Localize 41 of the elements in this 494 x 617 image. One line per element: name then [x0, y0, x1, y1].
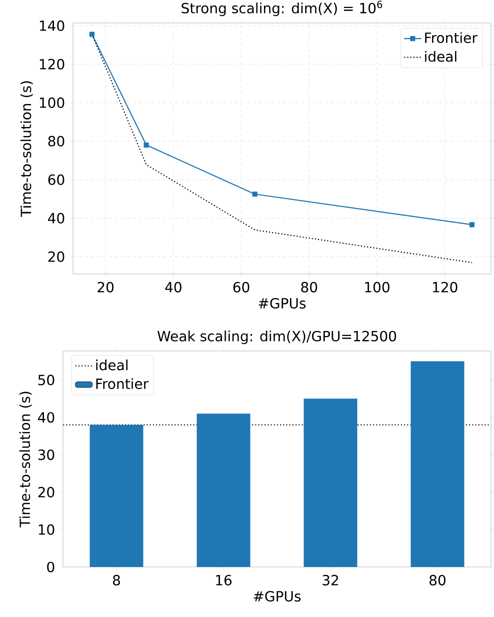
chart-title: Strong scaling: dim(X) = 10$^{6}$ [182, 0, 382, 16]
y-tick-label: 40 [38, 412, 54, 423]
y-tick-label: 100 [40, 97, 64, 108]
legend-label: Frontier [96, 378, 149, 390]
chart-title: Weak scaling: dim(X)/GPU=12500 [157, 330, 396, 344]
y-tick-label: 20 [38, 486, 54, 498]
bar [410, 361, 464, 567]
y-tick-label: 50 [38, 374, 54, 386]
legend-label: ideal [425, 50, 456, 62]
bar [90, 424, 144, 567]
x-axis-title: #GPUs [258, 298, 306, 309]
y-tick-label: 10 [38, 524, 54, 535]
y-tick-label: 80 [48, 136, 64, 146]
y-tick-label: 40 [48, 212, 64, 224]
point [252, 192, 258, 197]
x-tick-label: 120 [433, 282, 458, 292]
x-tick-label: 100 [365, 282, 390, 292]
point [89, 32, 95, 37]
legend-label: ideal [96, 360, 128, 370]
y-tick-label: 30 [38, 449, 54, 460]
x-tick-label: 20 [98, 282, 114, 292]
y-axis-title: Time-to-solution (s) [20, 81, 33, 217]
x-tick-label: 80 [301, 282, 318, 292]
y-tick-label: 140 [40, 20, 64, 31]
y-tick-label: 60 [48, 174, 64, 185]
x-tick-label: 8 [113, 574, 120, 586]
x-tick-label: 40 [165, 282, 182, 292]
x-tick-label: 80 [430, 574, 446, 586]
x-tick-label: 32 [322, 574, 338, 586]
bar [304, 398, 358, 567]
x-axis-title: #GPUs [254, 590, 301, 602]
point [144, 142, 149, 148]
y-tick-label: 20 [48, 251, 64, 262]
legend-label: Frontier [425, 32, 478, 44]
x-tick-label: 60 [233, 282, 250, 292]
x-tick-label: 16 [216, 574, 232, 586]
y-tick-label: 120 [40, 58, 64, 70]
bar [196, 414, 250, 567]
point [469, 222, 475, 228]
y-axis-title: Time-to-solution (s) [19, 392, 32, 528]
y-tick-label: 0 [47, 562, 54, 572]
